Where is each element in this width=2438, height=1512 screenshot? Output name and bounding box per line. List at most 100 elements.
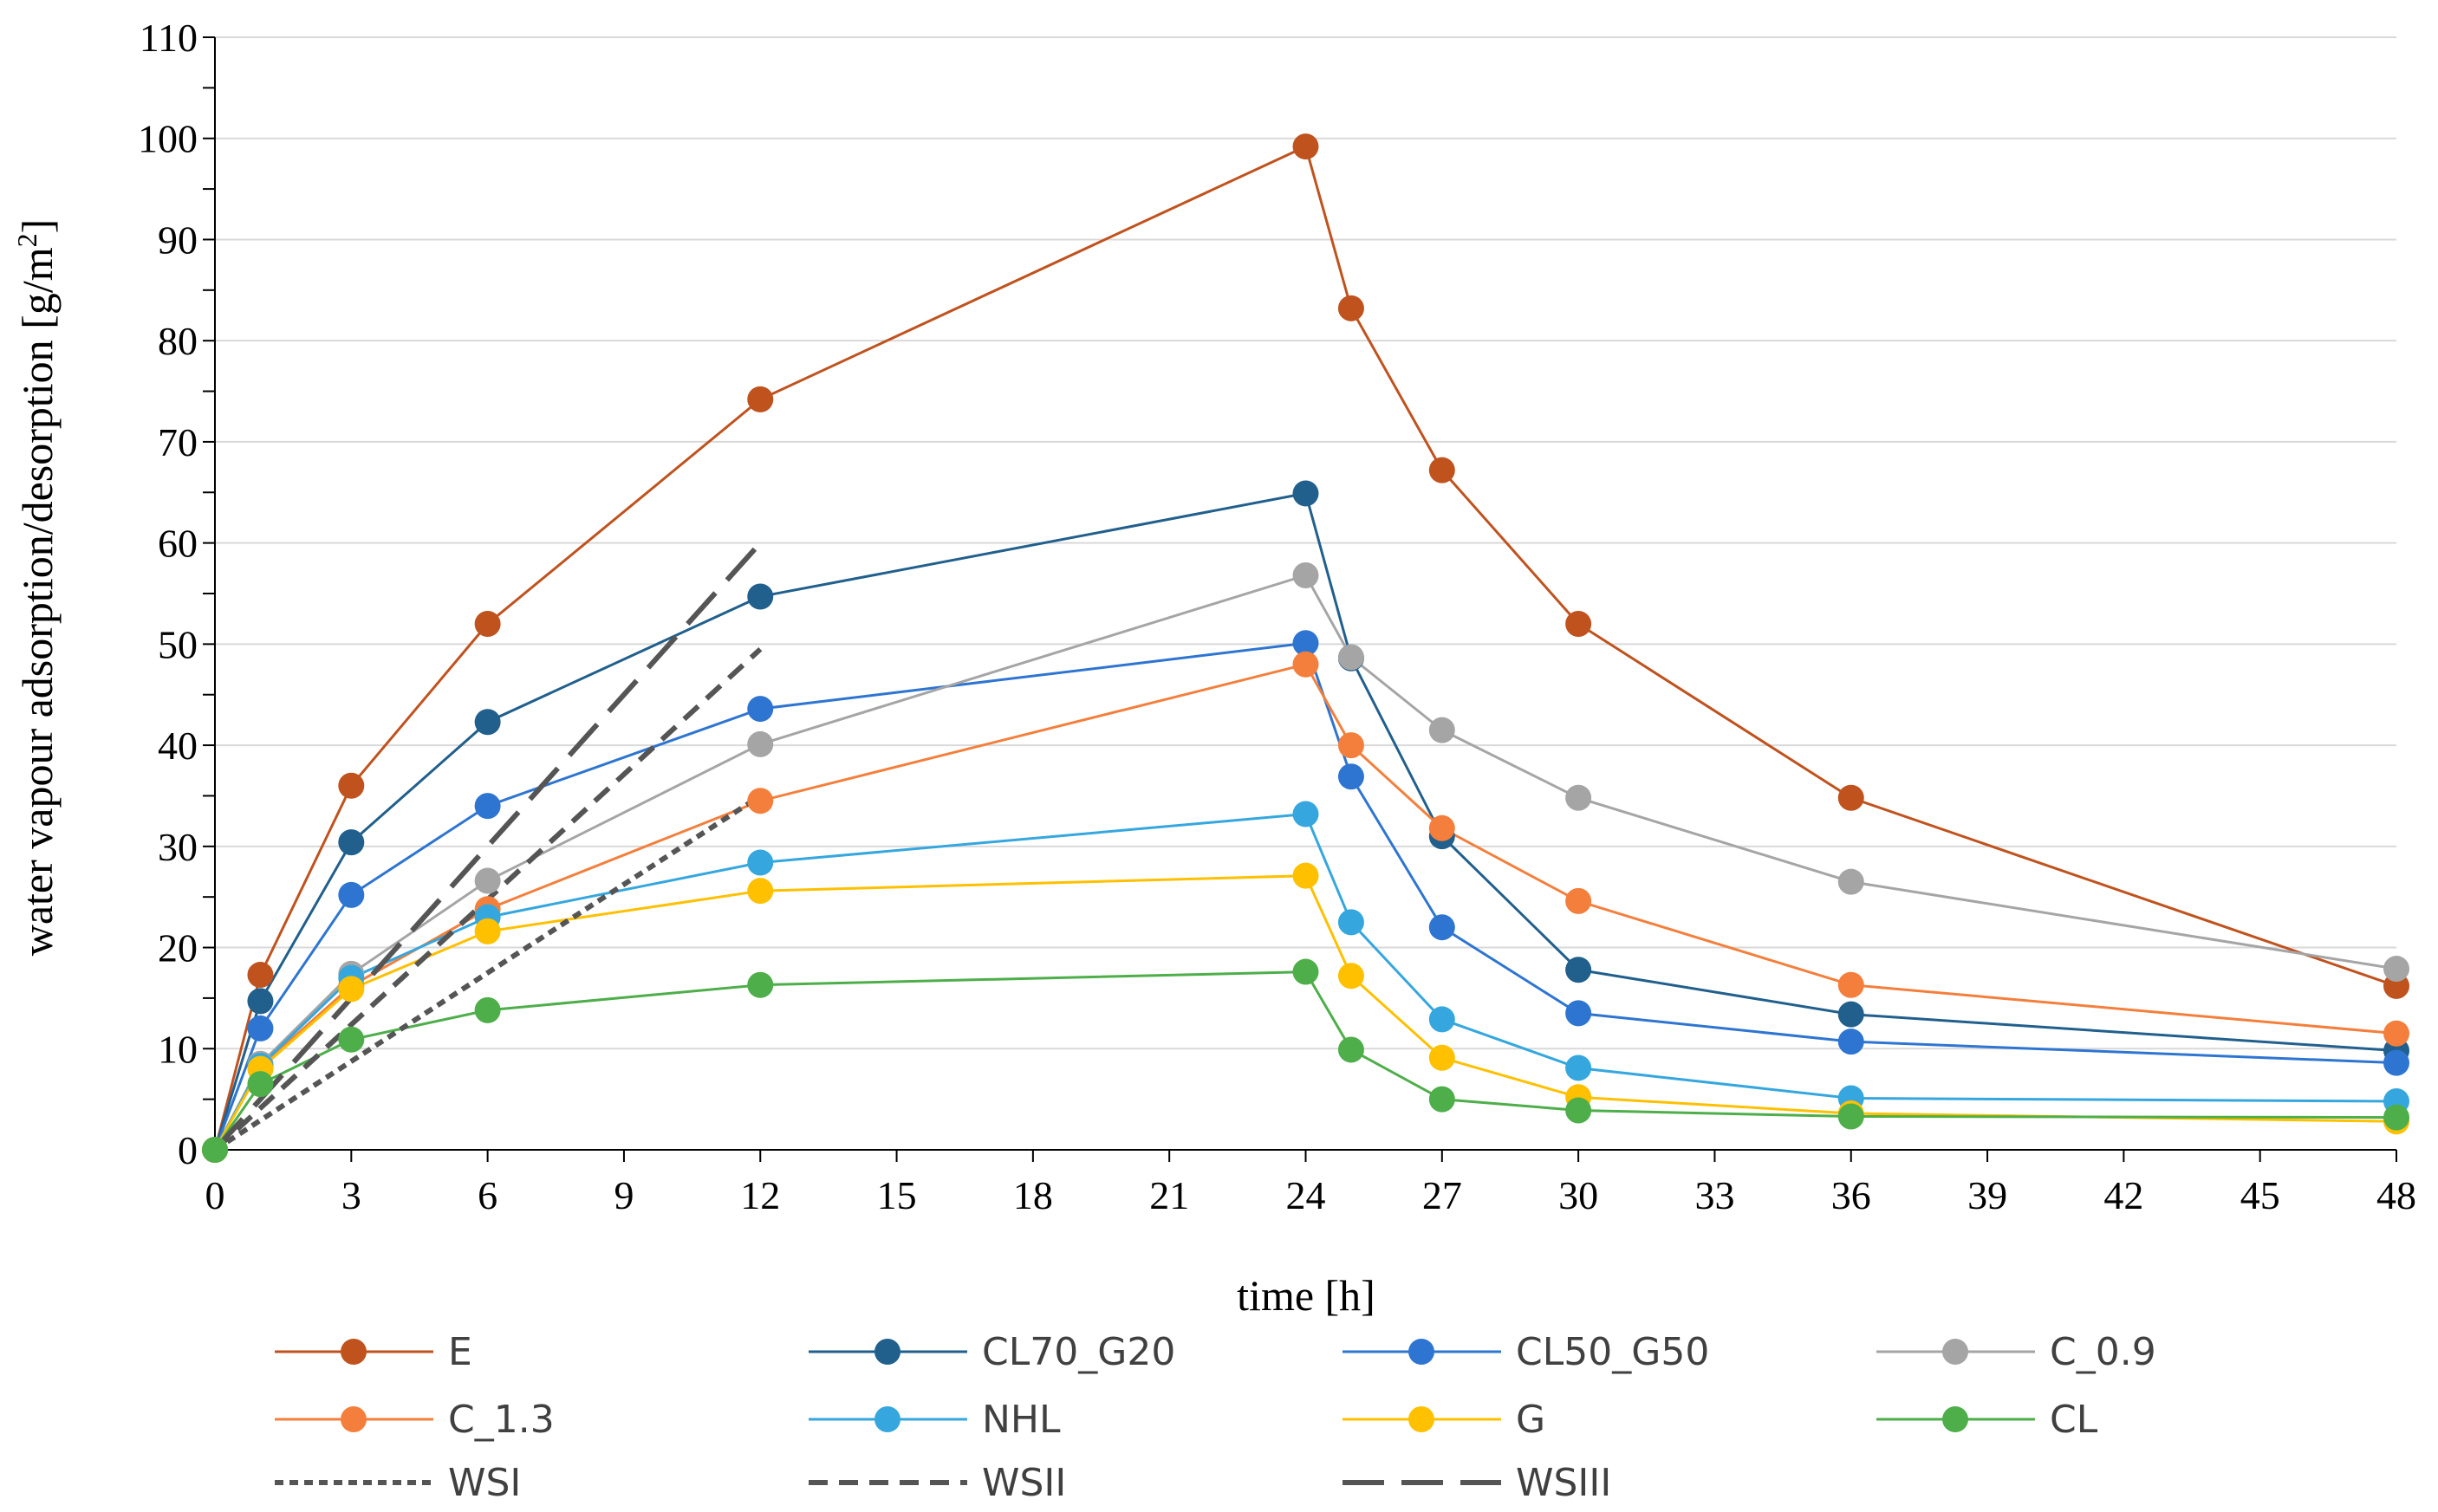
y-tick-label: 20 [158,926,198,970]
data-point-c-0-9 [1837,868,1864,895]
data-point-c-1-3 [1565,887,1592,914]
data-point-cl70-g20 [1292,480,1319,507]
legend-item-wsi: WSI [275,1461,521,1505]
data-point-nhl [747,849,774,876]
legend-item-cl50-g50: CL50_G50 [1343,1330,1709,1374]
data-point-cl70-g20 [747,583,774,610]
data-point-cl [474,996,501,1023]
data-point-c-1-3 [1428,814,1455,841]
data-point-nhl [1565,1055,1592,1081]
legend-marker-g [1408,1406,1434,1432]
legend-marker-c-0-9 [1942,1339,1968,1365]
legend-marker-cl70-g20 [874,1339,900,1365]
x-tick-label: 12 [740,1173,780,1217]
legend-item-nhl: NHL [809,1398,1061,1442]
data-point-cl [2383,1104,2409,1131]
legend-label-c-1-3: C_1.3 [448,1398,555,1442]
legend-item-wsii: WSII [809,1461,1066,1505]
x-tick-label: 27 [1422,1173,1462,1217]
legend-label-c-0-9: C_0.9 [2050,1330,2156,1374]
data-point-c-0-9 [747,730,774,757]
legend-label-cl70-g20: CL70_G20 [982,1330,1175,1374]
series-line-wsiii [212,541,763,1152]
legend-label-g: G [1516,1398,1545,1442]
y-tick-label: 110 [140,16,198,60]
data-point-g [1428,1044,1455,1071]
data-point-cl50-g50 [1292,630,1319,657]
legend: E CL70_G20 CL50_G50 C_0.9 C_1.3 NHL G CL WSI WSII… [275,1330,2156,1505]
legend-label-cl50-g50: CL50_G50 [1516,1330,1709,1374]
y-tick-label: 100 [138,117,198,161]
legend-item-g: G [1343,1398,1545,1442]
y-axis-title-main: water vapour adsorption/desorption [g/m [13,247,62,956]
data-point-c-0-9 [2383,956,2409,983]
data-point-cl [747,971,774,998]
y-axis-title-sup: 2 [11,233,42,247]
x-tick-label: 0 [205,1173,225,1217]
x-tick-labels: 0 3 6 9 12 15 18 21 24 27 30 33 36 39 42 45 48 [205,1173,2417,1217]
data-point-cl50-g50 [247,1015,274,1042]
legend-label-wsii: WSII [982,1461,1066,1505]
legend-label-nhl: NHL [982,1398,1061,1442]
data-point-c-1-3 [1292,651,1319,678]
y-axis-title: water vapour adsorption/desorption [g/m2… [11,219,62,957]
data-point-c-0-9 [474,867,501,894]
axes [203,36,2397,1162]
series-line-cl [213,970,2397,1151]
y-tick-label: 80 [158,319,198,363]
data-point-cl [338,1026,365,1053]
y-tick-label: 50 [158,622,198,666]
data-point-cl50-g50 [1837,1029,1864,1055]
data-point-e [338,772,365,799]
legend-item-c-0-9: C_0.9 [1876,1330,2156,1374]
y-axis-title-end: ] [13,219,62,234]
x-axis-title: time [h] [1237,1271,1375,1320]
data-point-e [474,611,501,638]
data-point-c-0-9 [1337,644,1364,671]
data-point-e [747,386,774,412]
data-point-e [1565,611,1592,638]
legend-item-wsiii: WSIII [1343,1461,1611,1505]
data-point-cl50-g50 [747,696,774,723]
data-point-cl50-g50 [1337,763,1364,790]
legend-marker-e [341,1339,367,1365]
data-point-cl [1292,958,1319,985]
data-point-cl50-g50 [1428,914,1455,941]
series-line-wsi [213,793,762,1152]
y-tick-label: 10 [158,1027,198,1071]
legend-item-cl70-g20: CL70_G20 [809,1330,1175,1374]
x-tick-label: 18 [1013,1173,1053,1217]
data-point-cl50-g50 [1565,1000,1592,1027]
data-point-cl [1565,1097,1592,1124]
y-tick-label: 60 [158,522,198,566]
legend-item-cl: CL [1876,1398,2098,1442]
data-point-cl70-g20 [1837,1001,1864,1028]
x-tick-label: 39 [1967,1173,2007,1217]
data-point-c-1-3 [747,788,774,814]
data-point-nhl [1428,1006,1455,1033]
series-line-cl50-g50 [213,641,2397,1151]
data-point-g [1337,963,1364,990]
y-tick-labels: 0 10 20 30 40 50 60 70 80 90 100 110 [138,16,198,1172]
data-point-cl70-g20 [338,829,365,856]
legend-marker-cl [1942,1406,1968,1432]
data-point-cl50-g50 [474,793,501,820]
x-tick-label: 21 [1149,1173,1189,1217]
legend-label-wsi: WSI [448,1461,521,1505]
legend-label-wsiii: WSIII [1516,1461,1611,1505]
data-point-c-1-3 [1337,732,1364,759]
x-tick-label: 42 [2103,1173,2143,1217]
legend-marker-cl50-g50 [1408,1339,1434,1365]
legend-label-e: E [448,1330,472,1374]
x-tick-label: 9 [614,1173,634,1217]
data-point-c-1-3 [2383,1020,2409,1047]
x-tick-label: 48 [2376,1173,2416,1217]
data-point-cl [247,1071,274,1098]
y-tick-label: 30 [158,825,198,869]
data-point-cl [1837,1103,1864,1130]
legend-item-e: E [275,1330,472,1374]
x-tick-label: 36 [1831,1173,1871,1217]
legend-marker-nhl [874,1406,900,1432]
data-point-cl70-g20 [1565,957,1592,983]
